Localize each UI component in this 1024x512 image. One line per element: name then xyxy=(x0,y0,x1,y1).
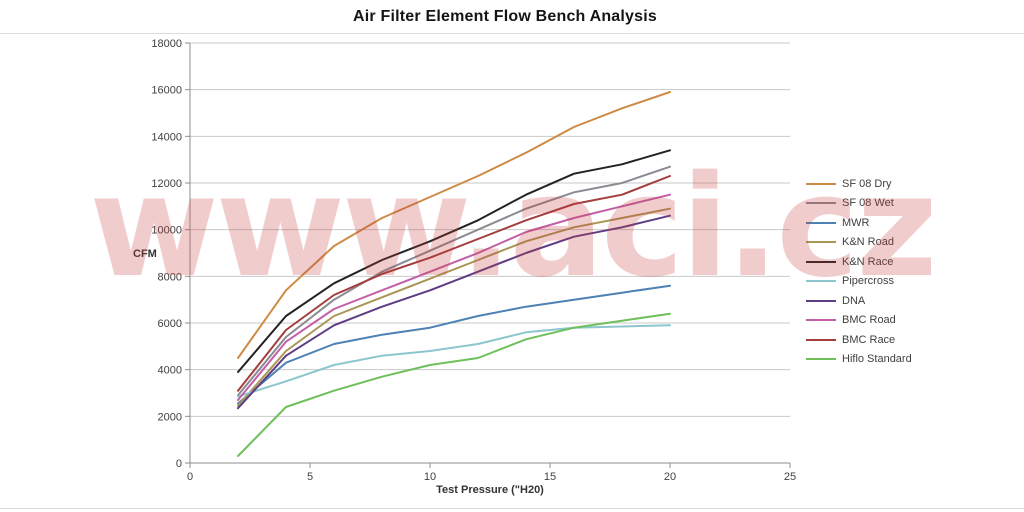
x-tick-label: 10 xyxy=(424,471,436,483)
legend-label: SF 08 Dry xyxy=(842,177,892,190)
legend-label: MWR xyxy=(842,216,870,229)
legend-line-swatch xyxy=(806,260,836,263)
chart-legend: SF 08 Dry SF 08 Wet MWR K&N Road K&N Race Pip… xyxy=(806,174,912,369)
x-tick-label: 25 xyxy=(784,471,796,483)
legend-line-swatch xyxy=(806,182,836,185)
legend-label: Pipercross xyxy=(842,275,894,288)
legend-line-swatch xyxy=(806,280,836,283)
legend-item-bmc-race: BMC Race xyxy=(806,330,912,350)
y-tick-label: 14000 xyxy=(151,131,182,143)
legend-line-swatch xyxy=(806,338,836,341)
legend-item-sf-08-wet: SF 08 Wet xyxy=(806,194,912,214)
bottom-border xyxy=(0,508,1024,509)
legend-line-swatch xyxy=(806,241,836,244)
legend-label: K&N Race xyxy=(842,255,894,268)
x-tick-label: 5 xyxy=(307,471,313,483)
series-line-hiflo-standard xyxy=(237,312,671,457)
legend-line-swatch xyxy=(806,221,836,224)
y-tick-label: 8000 xyxy=(158,271,182,283)
legend-item-mwr: MWR xyxy=(806,213,912,233)
x-axis-label: Test Pressure ("H20) xyxy=(436,484,544,496)
y-tick-label: 6000 xyxy=(158,318,182,330)
legend-label: K&N Road xyxy=(842,236,894,249)
series-line-sf-08-wet xyxy=(237,165,671,397)
y-tick-label: 16000 xyxy=(151,85,182,97)
legend-label: BMC Road xyxy=(842,314,896,327)
legend-line-swatch xyxy=(806,358,836,361)
y-tick-label: 10000 xyxy=(151,225,182,237)
legend-line-swatch xyxy=(806,202,836,205)
top-border xyxy=(0,33,1024,34)
series-line-dna xyxy=(237,214,671,410)
x-tick-label: 0 xyxy=(187,471,193,483)
legend-label: BMC Race xyxy=(842,333,896,346)
x-tick-label: 20 xyxy=(664,471,676,483)
legend-line-swatch xyxy=(806,299,836,302)
y-tick-label: 2000 xyxy=(158,411,182,423)
legend-item-k-n-race: K&N Race xyxy=(806,252,912,272)
legend-label: DNA xyxy=(842,294,866,307)
legend-label: Hiflo Standard xyxy=(842,353,912,366)
series-line-sf-08-dry xyxy=(237,91,671,359)
legend-item-sf-08-dry: SF 08 Dry xyxy=(806,174,912,194)
series-line-k-n-race xyxy=(237,149,671,373)
y-tick-label: 0 xyxy=(176,458,182,470)
y-axis-label: CFM xyxy=(133,248,157,260)
legend-item-dna: DNA xyxy=(806,291,912,311)
chart-title: Air Filter Element Flow Bench Analysis xyxy=(353,8,657,25)
y-tick-label: 12000 xyxy=(151,178,182,190)
series-line-k-n-road xyxy=(237,207,671,407)
legend-item-bmc-road: BMC Road xyxy=(806,311,912,331)
legend-line-swatch xyxy=(806,319,836,322)
y-tick-label: 4000 xyxy=(158,365,182,377)
legend-item-hiflo-standard: Hiflo Standard xyxy=(806,350,912,370)
legend-item-pipercross: Pipercross xyxy=(806,272,912,292)
x-tick-label: 15 xyxy=(544,471,556,483)
series-line-mwr xyxy=(237,284,671,405)
legend-label: SF 08 Wet xyxy=(842,197,894,210)
series-line-pipercross xyxy=(237,324,671,398)
series-line-bmc-race xyxy=(237,175,671,392)
series-line-bmc-road xyxy=(237,193,671,401)
y-tick-label: 18000 xyxy=(151,38,182,50)
legend-item-k-n-road: K&N Road xyxy=(806,233,912,253)
